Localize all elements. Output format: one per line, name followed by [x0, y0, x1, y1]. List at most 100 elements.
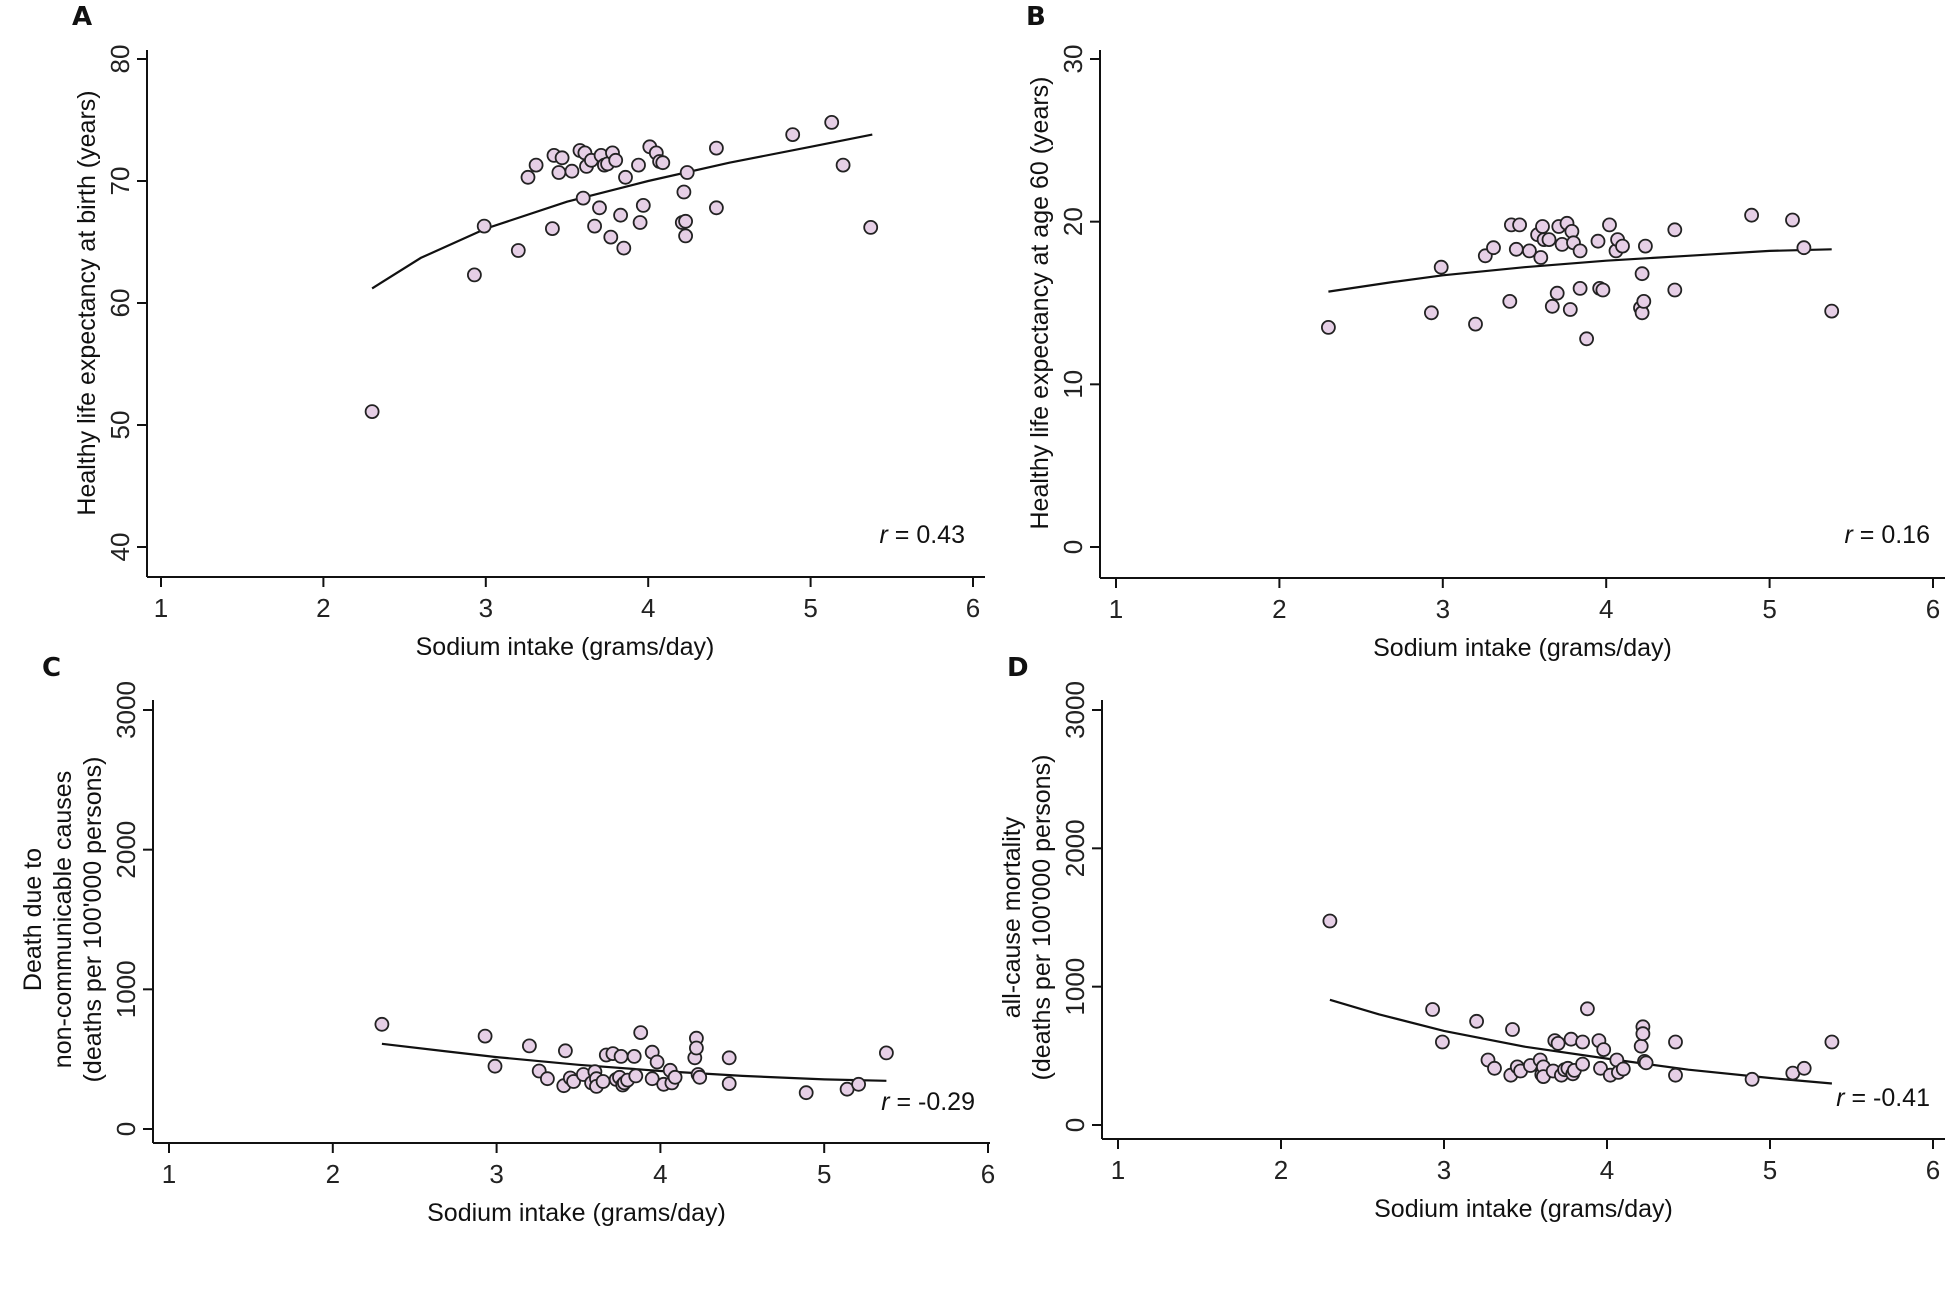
x-tick-label: 2 [316, 593, 330, 623]
data-point [558, 1043, 573, 1059]
data-point [1579, 331, 1594, 347]
x-tick-label: 5 [817, 1159, 831, 1189]
data-point [1487, 1060, 1502, 1076]
x-tick-label: 6 [966, 593, 980, 623]
data-point [798, 1085, 814, 1101]
x-tick-label: 6 [1926, 594, 1940, 624]
data-point [1635, 1026, 1651, 1042]
correlation-value: = -0.29 [890, 1088, 975, 1116]
data-point [1425, 1002, 1440, 1017]
correlation-symbol: r [1845, 521, 1855, 549]
data-point [476, 218, 492, 234]
data-point [628, 1068, 644, 1084]
x-tick-label: 3 [479, 593, 493, 623]
y-tick-label: 3000 [1060, 681, 1090, 739]
x-axis-title: Sodium intake (grams/day) [1373, 634, 1672, 662]
data-point [364, 404, 380, 420]
data-point [1522, 243, 1537, 259]
x-tick-label: 4 [653, 1159, 667, 1189]
data-point [1468, 316, 1483, 332]
panel-c: C 1 2 3 4 5 6 0 1000 2000 3000 Sodium intake (gram… [19, 653, 995, 1227]
y-tick-label: 0 [111, 1122, 141, 1136]
y-tick-label: 60 [105, 289, 135, 318]
data-point [1502, 293, 1518, 309]
chart-b: 1 2 3 4 5 6 0 10 20 30 Sodium intake (grams/day) He… [1026, 45, 1945, 662]
data-point [676, 184, 692, 200]
x-tick-label: 5 [1763, 1155, 1777, 1185]
data-point [1549, 285, 1565, 301]
x-axis-title: Sodium intake (grams/day) [427, 1199, 726, 1227]
data-point [554, 150, 570, 166]
data-point [1667, 222, 1683, 238]
x-tick-label: 3 [489, 1159, 503, 1189]
data-point [1544, 298, 1560, 314]
x-tick-label: 2 [326, 1159, 340, 1189]
y-axis-title: all-cause mortality [998, 816, 1026, 1018]
x-tick-label: 3 [1436, 594, 1450, 624]
y-tick-label: 1000 [111, 960, 141, 1018]
data-point [1668, 1067, 1683, 1083]
data-point [1615, 238, 1630, 254]
data-point [520, 169, 536, 185]
chart-c: 1 2 3 4 5 6 0 1000 2000 3000 Sodium intake (grams/… [19, 681, 995, 1227]
y-axis-title: non-communicable causes [49, 771, 77, 1068]
x-tick-label: 1 [1111, 1155, 1125, 1185]
data-point [1435, 1034, 1450, 1050]
x-tick-label: 6 [981, 1159, 995, 1189]
y-tick-label: 0 [1058, 540, 1088, 554]
x-tick-label: 4 [1600, 1155, 1614, 1185]
data-point [655, 155, 671, 171]
data-point [466, 267, 482, 283]
data-point [575, 190, 591, 206]
correlation-symbol: r [1836, 1084, 1846, 1112]
y-tick-label: 2000 [1060, 819, 1090, 877]
y-axis-title: Healthy life expectancy at age 60 (years… [1026, 76, 1054, 529]
data-point [1824, 303, 1840, 319]
data-point [721, 1050, 737, 1066]
data-point [689, 1040, 704, 1056]
data-point [1541, 232, 1557, 248]
y-tick-label: 0 [1060, 1118, 1090, 1132]
fit-curve [381, 1042, 887, 1082]
data-point [1615, 1061, 1631, 1077]
data-point [540, 1071, 555, 1087]
data-point [1596, 1042, 1612, 1057]
data-point [1633, 1038, 1649, 1054]
correlation-value: = 0.43 [888, 521, 965, 549]
data-point [1796, 240, 1812, 256]
x-tick-label: 2 [1272, 594, 1286, 624]
data-point [785, 127, 801, 143]
data-point [487, 1058, 503, 1074]
data-point [721, 1076, 737, 1091]
data-point [709, 200, 724, 216]
x-tick-label: 3 [1437, 1155, 1451, 1185]
data-point [1572, 280, 1588, 296]
y-tick-label: 3000 [111, 681, 141, 739]
fit-curve [371, 133, 873, 290]
data-point [709, 140, 724, 156]
data-point [1505, 1022, 1520, 1037]
data-point [566, 1074, 581, 1089]
data-point [1593, 1060, 1608, 1076]
data-point [564, 163, 580, 179]
data-point [522, 1038, 537, 1054]
data-point [667, 1069, 683, 1085]
y-tick-label: 70 [105, 167, 135, 196]
data-point [1575, 1056, 1590, 1072]
panel-letter-a: A [72, 2, 93, 32]
data-point [692, 1069, 708, 1085]
data-point [1638, 238, 1653, 254]
data-point [1321, 319, 1336, 335]
data-point [863, 219, 879, 235]
data-point [633, 1025, 649, 1040]
data-point [649, 1054, 665, 1070]
data-point [618, 169, 633, 185]
correlation-value: = -0.41 [1845, 1084, 1930, 1112]
data-point [1796, 1060, 1812, 1076]
correlation-label: r = -0.41 [1836, 1084, 1930, 1112]
correlation-label: r = 0.16 [1845, 521, 1930, 549]
data-point [1580, 1001, 1595, 1017]
data-point [374, 1016, 390, 1032]
correlation-symbol: r [881, 1088, 891, 1116]
